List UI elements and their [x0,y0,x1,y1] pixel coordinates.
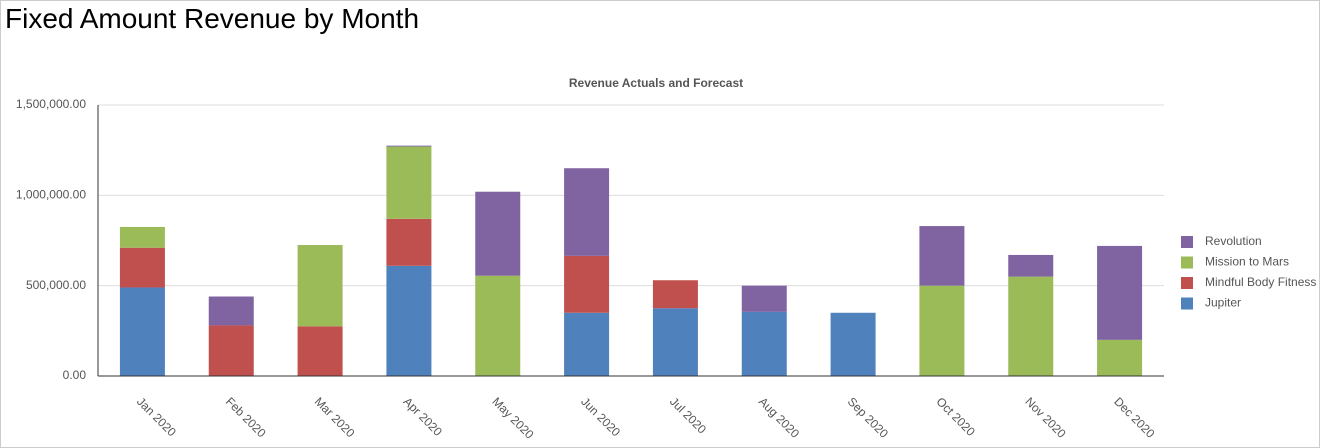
x-tick-label: Oct 2020 [934,394,979,439]
bar-segment [1097,339,1143,376]
bar-segment [386,145,432,147]
legend-label: Mindful Body Fitness [1205,275,1316,289]
x-tick-label: Apr 2020 [401,394,446,439]
bar-segment [564,312,610,376]
bar-segment [1008,254,1054,277]
bar-segment [919,226,965,286]
x-tick-label: Feb 2020 [223,394,269,440]
x-tick-label: Jan 2020 [134,394,179,439]
bar-segment [475,275,521,376]
legend-label: Jupiter [1205,296,1241,310]
legend-label: Mission to Mars [1205,255,1289,269]
x-tick-label: Aug 2020 [756,394,802,440]
bar-segment [652,308,698,376]
bar-segment [475,191,521,276]
legend-swatch [1181,297,1193,310]
bar-segment [119,247,165,288]
bar-segment [564,168,610,256]
bar-segment [1008,276,1054,376]
x-tick-label: Sep 2020 [845,394,891,440]
bar-segment [741,311,787,376]
bar-segment [208,296,254,326]
bar-segment [297,326,343,376]
legend-label: Revolution [1205,234,1262,248]
legend-swatch [1181,256,1193,269]
x-tick-label: Mar 2020 [312,394,358,440]
x-tick-label: Jun 2020 [578,394,623,439]
y-tick-label: 1,000,000.00 [16,188,86,202]
y-tick-label: 0.00 [63,368,87,382]
y-tick-label: 1,500,000.00 [16,97,86,111]
bar-segment [386,265,432,376]
bar-segment [119,287,165,376]
bar-segment [830,312,876,376]
bar-segment [741,285,787,312]
bar-segment [297,245,343,327]
bar-segment [1097,245,1143,340]
bar-segment [119,226,165,248]
page-title: Fixed Amount Revenue by Month [5,3,420,34]
bar-segment [652,280,698,309]
chart-title: Revenue Actuals and Forecast [569,76,743,90]
bar-segment [919,285,965,376]
legend-swatch [1181,236,1193,248]
y-tick-label: 500,000.00 [26,278,86,292]
x-tick-label: Nov 2020 [1022,394,1068,440]
legend-swatch [1181,277,1193,289]
x-tick-label: Jul 2020 [667,394,709,436]
bar-segment [386,146,432,219]
bar-segment [564,255,610,313]
bar-segment [208,325,254,376]
x-tick-label: May 2020 [489,394,536,441]
bar-segment [386,218,432,266]
x-tick-label: Dec 2020 [1111,394,1157,440]
